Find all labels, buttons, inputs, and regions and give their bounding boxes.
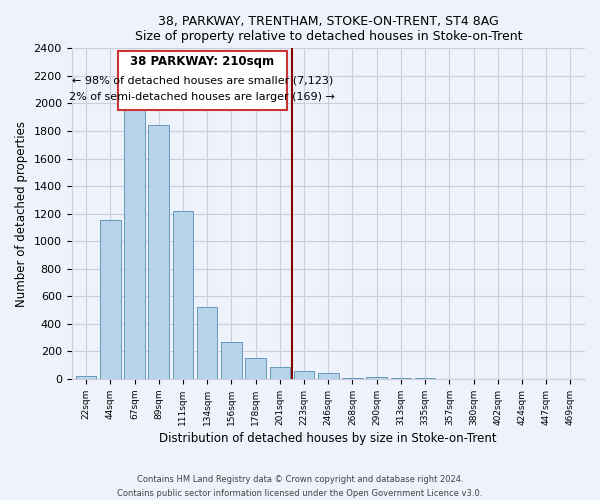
- Bar: [124, 110, 145, 379]
- Bar: [294, 372, 314, 379]
- Text: ← 98% of detached houses are smaller (7,123): ← 98% of detached houses are smaller (7,…: [71, 76, 333, 86]
- Bar: [245, 358, 266, 379]
- Bar: [318, 374, 338, 379]
- Text: 38 PARKWAY: 210sqm: 38 PARKWAY: 210sqm: [130, 56, 274, 68]
- Text: Contains HM Land Registry data © Crown copyright and database right 2024.
Contai: Contains HM Land Registry data © Crown c…: [118, 476, 482, 498]
- Text: 2% of semi-detached houses are larger (169) →: 2% of semi-detached houses are larger (1…: [70, 92, 335, 102]
- Bar: [173, 211, 193, 379]
- Bar: [391, 378, 411, 379]
- X-axis label: Distribution of detached houses by size in Stoke-on-Trent: Distribution of detached houses by size …: [160, 432, 497, 445]
- Bar: [76, 376, 97, 379]
- Bar: [342, 378, 363, 379]
- Bar: [148, 126, 169, 379]
- Bar: [269, 367, 290, 379]
- Bar: [100, 220, 121, 379]
- Bar: [197, 308, 217, 379]
- Bar: [221, 342, 242, 379]
- Y-axis label: Number of detached properties: Number of detached properties: [15, 120, 28, 306]
- FancyBboxPatch shape: [118, 51, 287, 110]
- Bar: [415, 378, 436, 379]
- Title: 38, PARKWAY, TRENTHAM, STOKE-ON-TRENT, ST4 8AG
Size of property relative to deta: 38, PARKWAY, TRENTHAM, STOKE-ON-TRENT, S…: [134, 15, 522, 43]
- Bar: [367, 377, 387, 379]
